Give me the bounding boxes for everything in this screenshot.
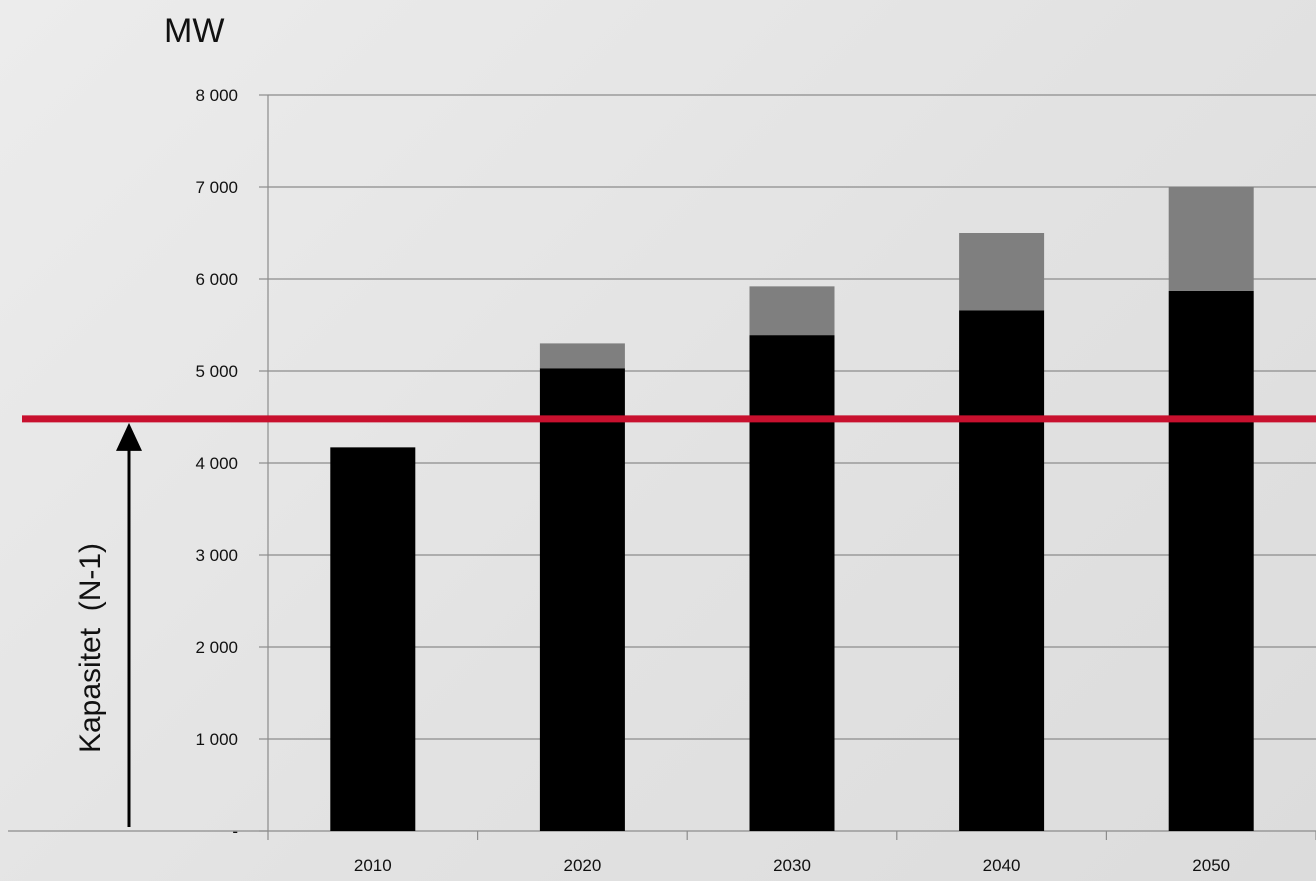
bar-base	[539, 368, 625, 831]
y-tick-label: 6 000	[195, 270, 238, 289]
y-tick-labels: - 1 000 2 000 3 000 4 000 5 000 6 000 7 000 8 00…	[195, 86, 238, 841]
bars	[330, 187, 1254, 832]
capacity-arrow-group	[116, 422, 142, 827]
y-tick-label: 4 000	[195, 454, 238, 473]
y-tick-label: 3 000	[195, 546, 238, 565]
y-tick-label: 1 000	[195, 730, 238, 749]
bar-increment	[749, 286, 835, 336]
y-unit-label: MW	[164, 12, 224, 50]
x-tick-label: 2020	[563, 856, 601, 875]
y-tick-label: 2 000	[195, 638, 238, 657]
capacity-label: Kapasitet (N-1)	[74, 543, 107, 753]
y-tick-label: 8 000	[195, 86, 238, 105]
y-tick-label: 7 000	[195, 178, 238, 197]
bar-increment	[539, 343, 625, 369]
x-tick-labels: 2010 2020 2030 2040 2050	[354, 856, 1230, 875]
bar-increment	[959, 233, 1045, 311]
bar-base	[749, 335, 835, 831]
y-tick-label: -	[232, 822, 238, 841]
x-tick-label: 2050	[1192, 856, 1230, 875]
x-tick-label: 2040	[983, 856, 1021, 875]
y-tick-label: 5 000	[195, 362, 238, 381]
x-tick-label: 2030	[773, 856, 811, 875]
x-tick-label: 2010	[354, 856, 392, 875]
bar-base	[959, 310, 1045, 831]
capacity-arrow-head	[116, 422, 142, 451]
bar-base	[330, 447, 416, 831]
bar-base	[1168, 290, 1254, 832]
bar-increment	[1168, 187, 1254, 291]
